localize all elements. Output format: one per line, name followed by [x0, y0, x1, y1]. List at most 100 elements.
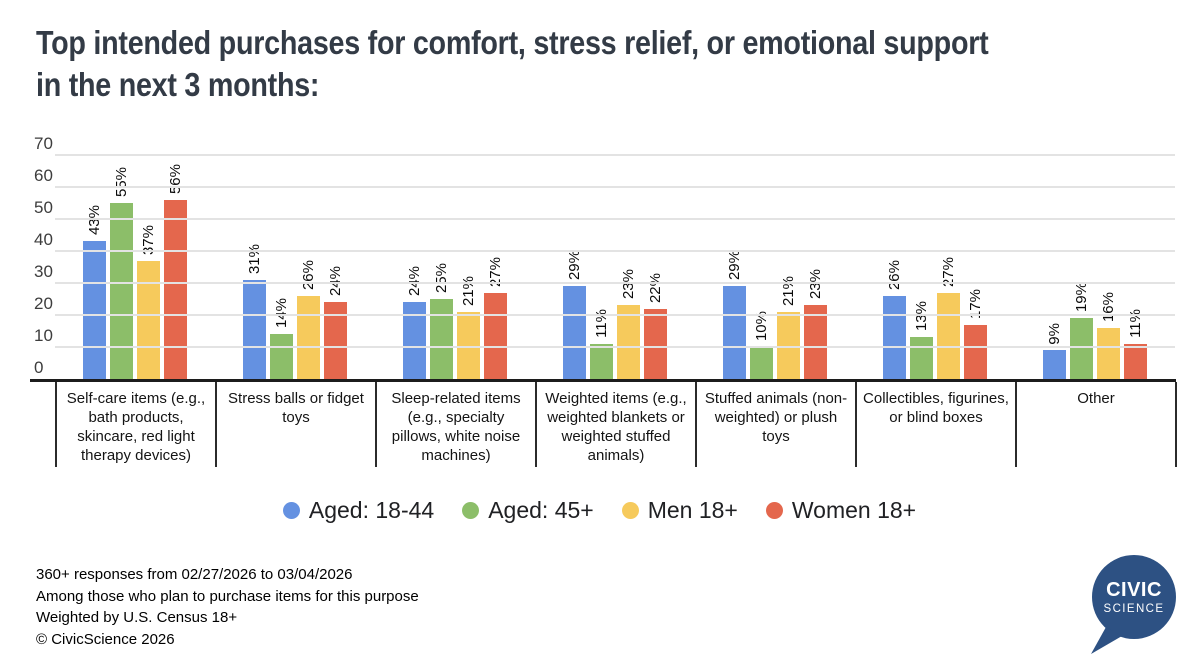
chart-title-line-1: Top intended purchases for comfort, stre… — [36, 24, 989, 61]
bar-column: 21% — [457, 155, 480, 379]
bar — [750, 347, 773, 379]
y-tick-label: 70 — [34, 134, 53, 153]
gridline — [55, 314, 1175, 317]
bar — [243, 279, 266, 379]
bar-group: 29% 11% 23% 22% — [535, 155, 695, 379]
gridline — [55, 186, 1175, 188]
bar-column: 10% — [750, 155, 773, 379]
y-tick-label: 20 — [34, 294, 53, 313]
bar-column: 9% — [1043, 155, 1066, 379]
gridline — [55, 346, 1175, 349]
logo-bubble-tail — [1091, 627, 1122, 654]
legend-label: Aged: 18-44 — [308, 497, 435, 523]
bar — [777, 311, 800, 379]
category-label: Stress balls or fidget toys — [215, 382, 375, 467]
bar-column: 11% — [590, 155, 613, 379]
gridline — [55, 282, 1175, 284]
bar-column: 16% — [1097, 155, 1120, 379]
chart-title: Top intended purchases for comfort, stre… — [36, 22, 989, 105]
bar-value-label: 21% — [780, 275, 797, 306]
category-axis: Self-care items (e.g., bath products, sk… — [55, 382, 1177, 467]
bar — [1124, 343, 1147, 379]
gridline — [55, 154, 1175, 156]
bar-column: 37% — [137, 155, 160, 379]
bar-column: 21% — [777, 155, 800, 379]
legend-label: Women 18+ — [791, 497, 917, 523]
bar-value-label: 9% — [1046, 322, 1063, 345]
bar — [110, 203, 133, 379]
bar-column: 55% — [110, 155, 133, 379]
bar — [484, 292, 507, 379]
bar-value-label: 19% — [1073, 282, 1090, 313]
y-tick-label: 50 — [34, 198, 53, 217]
category-label: Stuffed animals (non-weighted) or plush … — [695, 382, 855, 467]
bar-column: 23% — [617, 155, 640, 379]
bar — [883, 295, 906, 379]
bar — [937, 292, 960, 379]
bar — [617, 305, 640, 379]
bar-column: 24% — [403, 155, 426, 379]
bar-column: 11% — [1124, 155, 1147, 379]
bar-column: 26% — [883, 155, 906, 379]
bar-column: 14% — [270, 155, 293, 379]
bar — [83, 241, 106, 379]
bar-group: 31% 14% 26% 24% — [215, 155, 375, 379]
bar — [137, 260, 160, 379]
bar — [430, 299, 453, 379]
y-tick-label: 30 — [34, 262, 53, 281]
footer-line: Among those who plan to purchase items f… — [36, 587, 419, 605]
plot-area: 43%55%37%56%31%14%26%24%24%25%21%27%29%1… — [30, 135, 1176, 382]
logo-bubble — [1092, 555, 1176, 639]
footer-line: 360+ responses from 02/27/2026 to 03/04/… — [36, 566, 353, 583]
footer-line: © CivicScience 2026 — [36, 630, 175, 648]
legend-item: Women 18+ — [765, 497, 917, 524]
bar-column: 22% — [644, 155, 667, 379]
gridline — [55, 218, 1175, 220]
y-tick-label: 10 — [34, 326, 53, 345]
bar-value-label: 13% — [913, 301, 930, 332]
legend: Aged: 18-44 Aged: 45+ Men 18+ Women 18+ — [0, 497, 1199, 524]
bar-column: 23% — [804, 155, 827, 379]
bar-value-label: 16% — [1100, 291, 1117, 322]
bar-value-label: 26% — [300, 259, 317, 290]
logo-text-science: SCIENCE — [1104, 603, 1165, 615]
legend-color-dot — [621, 502, 639, 519]
bar — [590, 343, 613, 379]
bar-column: 26% — [297, 155, 320, 379]
category-label: Other — [1015, 382, 1175, 467]
bar-column: 24% — [324, 155, 347, 379]
civicscience-logo: CIVIC SCIENCE — [1091, 555, 1176, 654]
bar-group: 9% 19% 16% 11% — [1015, 155, 1175, 379]
bar-value-label: 26% — [886, 259, 903, 290]
bar-value-label: 29% — [726, 250, 743, 281]
legend-item: Aged: 18-44 — [282, 497, 435, 524]
bar-column: 19% — [1070, 155, 1093, 379]
bar-column: 29% — [563, 155, 586, 379]
bar-value-label: 25% — [433, 262, 450, 293]
bar-column: 56% — [164, 155, 187, 379]
bar — [964, 324, 987, 379]
bar-column: 17% — [964, 155, 987, 379]
bar-groups: 43%55%37%56%31%14%26%24%24%25%21%27%29%1… — [55, 155, 1175, 379]
bar — [644, 308, 667, 379]
gridline — [55, 250, 1175, 253]
category-label: Self-care items (e.g., bath products, sk… — [55, 382, 215, 467]
legend-color-dot — [282, 502, 300, 519]
bar-column: 29% — [723, 155, 746, 379]
bar-value-label: 29% — [566, 250, 583, 281]
chart-title-line-2: in the next 3 months: — [36, 65, 320, 103]
legend-color-dot — [765, 502, 783, 519]
bar-value-label: 55% — [113, 166, 130, 197]
legend-item: Aged: 45+ — [462, 497, 594, 524]
bar-group: 29% 10% 21% 23% — [695, 155, 855, 379]
bar — [403, 302, 426, 379]
bar — [164, 199, 187, 379]
legend-label: Men 18+ — [647, 497, 738, 523]
bar-column: 25% — [430, 155, 453, 379]
y-tick-label: 60 — [34, 166, 53, 185]
bar-value-label: 23% — [807, 269, 824, 300]
logo-text-civic: CIVIC — [1106, 579, 1162, 601]
bar-value-label: 23% — [620, 269, 637, 300]
legend-label: Aged: 45+ — [488, 497, 594, 523]
bar — [804, 305, 827, 379]
